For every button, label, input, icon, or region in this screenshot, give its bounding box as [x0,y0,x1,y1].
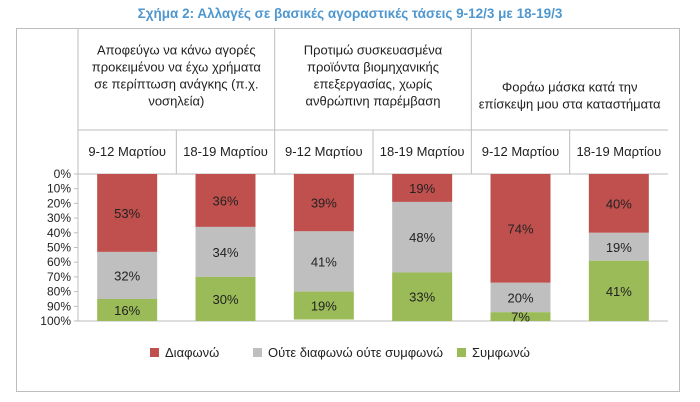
data-label: 19% [606,240,632,255]
legend-swatch [457,348,466,357]
data-label: 19% [311,299,337,314]
legend-label: Ούτε διαφωνώ ούτε συμφωνώ [268,345,443,360]
group-header-line: Φοράω μάσκα κατά την [502,80,638,95]
bar-segment [195,174,256,227]
y-tick-label: 70% [47,270,71,284]
category-label: 18-19 Μαρτίου [576,144,661,159]
data-label: 41% [311,254,337,269]
category-label: 9-12 Μαρτίου [285,144,363,159]
y-tick-label: 80% [47,285,71,299]
legend-swatch [150,348,159,357]
data-label: 36% [212,193,238,208]
bar-segment [195,226,256,277]
y-tick-label: 0% [54,167,72,181]
data-label: 41% [606,284,632,299]
y-tick-label: 20% [47,196,71,210]
bar-segment [97,174,158,252]
y-tick-label: 50% [47,241,71,255]
bar-segment [392,201,453,273]
chart-frame [16,28,680,392]
category-label: 18-19 Μαρτίου [380,144,465,159]
data-label: 53% [114,206,140,221]
group-header-line: Προτιμώ συσκευασμένα [304,43,443,58]
data-label: 20% [507,290,533,305]
bar-segment [490,282,551,313]
data-label: 33% [409,290,435,305]
category-label: 9-12 Μαρτίου [482,144,560,159]
legend-label: Συμφωνώ [472,345,530,360]
category-label: 18-19 Μαρτίου [183,144,268,159]
bar-segment [588,232,649,261]
chart-title: Σχήμα 2: Αλλαγές σε βασικές αγοραστικές … [137,6,563,21]
group-header-line: σε περίπτωση ανάγκης (π.χ. [94,77,258,92]
bar-segment [293,291,354,320]
group-header-line: προϊόντα βιομηχανικής [307,60,439,75]
group-header-line: προκειμένου να έχω χρήματα [92,60,262,75]
data-label: 7% [511,310,530,325]
bar-segment [588,174,649,233]
bar-segment [293,231,354,292]
data-label: 48% [409,230,435,245]
y-tick-label: 90% [47,299,71,313]
legend-label: Διαφωνώ [165,345,219,360]
bar-segment [588,260,649,321]
data-label: 16% [114,303,140,318]
group-header-line: επίσκεψη μου στα καταστήματα [479,97,661,112]
data-label: 39% [311,196,337,211]
bar-segment [293,174,354,232]
bar-segment [97,251,158,299]
y-tick-label: 100% [40,314,71,328]
data-label: 32% [114,268,140,283]
bar-segment [490,174,551,283]
bar-segment [392,272,453,321]
bar-segment [97,298,158,321]
y-tick-label: 40% [47,226,71,240]
data-label: 40% [606,196,632,211]
bar-segment [195,276,256,321]
bar-segment [392,174,453,202]
y-tick-label: 30% [47,211,71,225]
data-label: 30% [212,292,238,307]
group-header-line: ανθρώπινη παρέμβαση [305,94,440,109]
data-label: 34% [212,245,238,260]
data-label: 19% [409,181,435,196]
group-header-line: νοσηλεία) [148,94,204,109]
group-header-line: επεξεργασίας, χωρίς [314,77,433,92]
y-tick-label: 60% [47,255,71,269]
data-label: 74% [507,221,533,236]
y-tick-label: 10% [47,182,71,196]
category-label: 9-12 Μαρτίου [88,144,166,159]
legend-swatch [253,348,262,357]
bar-segment [490,312,551,321]
group-header-line: Αποφεύγω να κάνω αγορές [97,43,256,58]
